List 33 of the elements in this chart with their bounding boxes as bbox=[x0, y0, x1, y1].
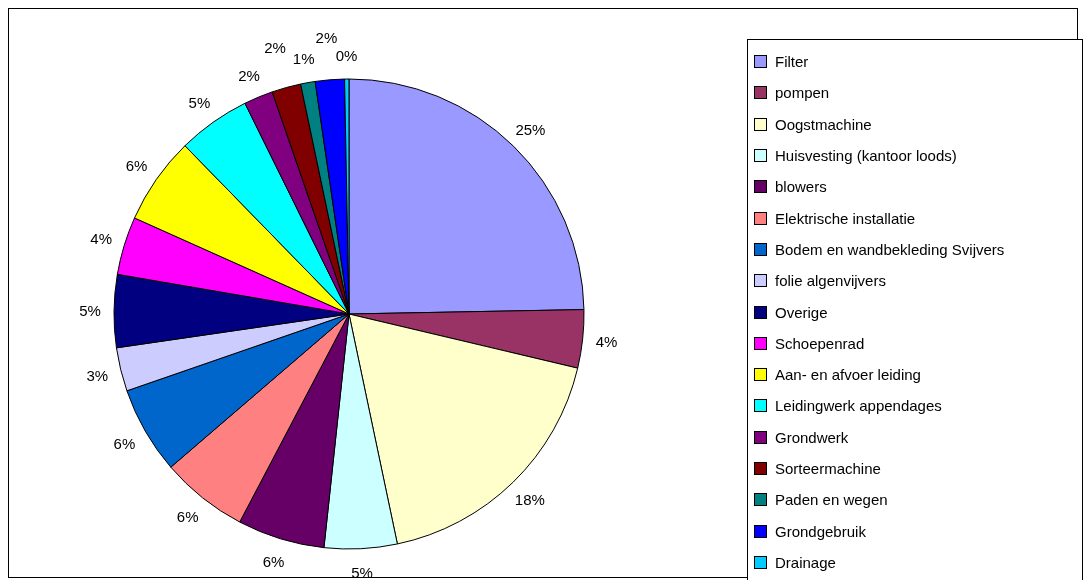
legend-label: Elektrische installatie bbox=[775, 209, 916, 227]
legend-label: Drainage bbox=[775, 553, 836, 571]
legend-label: folie algenvijvers bbox=[775, 272, 886, 290]
data-label: 25% bbox=[515, 120, 546, 138]
legend-label: blowers bbox=[775, 178, 827, 196]
legend-label: Bodem en wandbekleding Svijvers bbox=[775, 240, 1005, 258]
data-label: 18% bbox=[514, 490, 545, 508]
data-label: 0% bbox=[335, 46, 358, 64]
legend-label: Grondgebruik bbox=[775, 522, 866, 540]
data-label: 6% bbox=[113, 434, 136, 452]
legend-label: Schoepenrad bbox=[775, 334, 865, 352]
data-label: 6% bbox=[125, 157, 148, 175]
data-label: 6% bbox=[176, 508, 199, 526]
data-label: 3% bbox=[86, 366, 109, 384]
legend-label: Huisvesting (kantoor loods) bbox=[775, 147, 957, 165]
legend-label: Aan- en afvoer leiding bbox=[775, 366, 921, 384]
data-label: 1% bbox=[292, 50, 315, 68]
data-label: 5% bbox=[79, 302, 101, 320]
legend-label: Paden en wegen bbox=[775, 491, 888, 509]
legend-label: Leidingwerk appendages bbox=[775, 397, 942, 415]
legend-label: Overige bbox=[775, 303, 828, 321]
data-label: 6% bbox=[262, 553, 285, 571]
legend-label: Grondwerk bbox=[775, 428, 849, 446]
legend-label: Filter bbox=[775, 53, 809, 71]
legend-label: Oogstmachine bbox=[775, 115, 872, 133]
data-label: 4% bbox=[90, 230, 113, 248]
data-label: 2% bbox=[315, 29, 338, 47]
data-label: 2% bbox=[264, 38, 286, 56]
data-label: 2% bbox=[238, 66, 260, 84]
legend-label: pompen bbox=[775, 84, 830, 102]
legend-label: Sorteermachine bbox=[775, 460, 881, 477]
data-label: 4% bbox=[595, 333, 618, 351]
data-label: 5% bbox=[188, 94, 211, 112]
